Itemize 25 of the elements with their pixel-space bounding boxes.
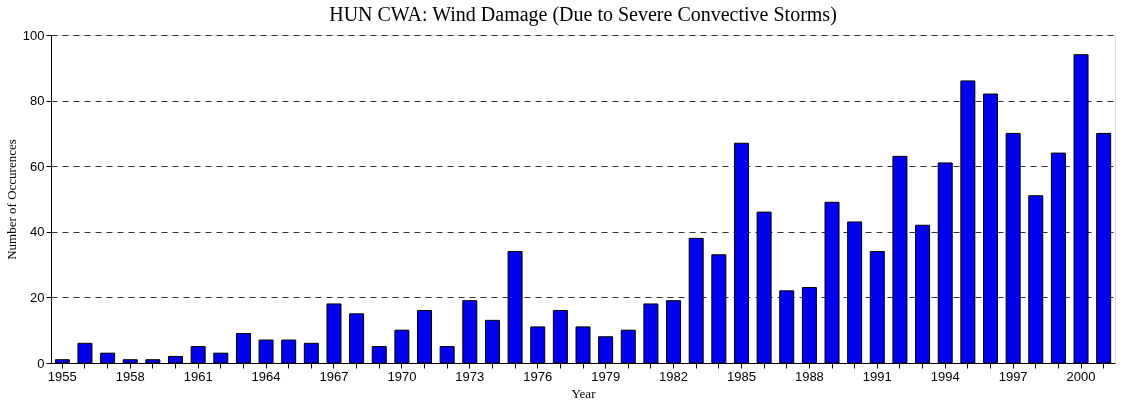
- chart-title: HUN CWA: Wind Damage (Due to Severe Convective Storms): [329, 3, 837, 26]
- x-tick-label: 1961: [183, 368, 213, 384]
- x-tick-label: 2000: [1066, 368, 1096, 384]
- x-tick-label: 1976: [523, 368, 553, 384]
- x-tick-label: 1991: [862, 368, 892, 384]
- x-tick-label: 1964: [251, 368, 281, 384]
- y-tick-label: 0: [37, 355, 45, 371]
- x-tick-label: 1982: [659, 368, 689, 384]
- y-axis-title: Number of Occurences: [3, 139, 19, 260]
- x-tick-label: 1955: [47, 368, 77, 384]
- x-tick-label: 1973: [455, 368, 485, 384]
- y-tick-label: 20: [30, 289, 45, 305]
- y-tick-label: 40: [30, 224, 45, 240]
- x-tick-label: 1970: [387, 368, 417, 384]
- x-axis-title: Year: [571, 385, 597, 401]
- x-tick-label: 1967: [319, 368, 349, 384]
- x-tick-label: 1958: [115, 368, 145, 384]
- x-tick-label: 1988: [794, 368, 824, 384]
- y-tick-label: 60: [30, 158, 45, 174]
- y-tick-label: 80: [30, 93, 45, 109]
- x-tick-label: 1994: [930, 368, 960, 384]
- x-tick-label: 1997: [998, 368, 1028, 384]
- x-tick-label: 1979: [591, 368, 621, 384]
- x-tick-label: 1985: [727, 368, 756, 384]
- y-tick-label: 100: [22, 27, 45, 43]
